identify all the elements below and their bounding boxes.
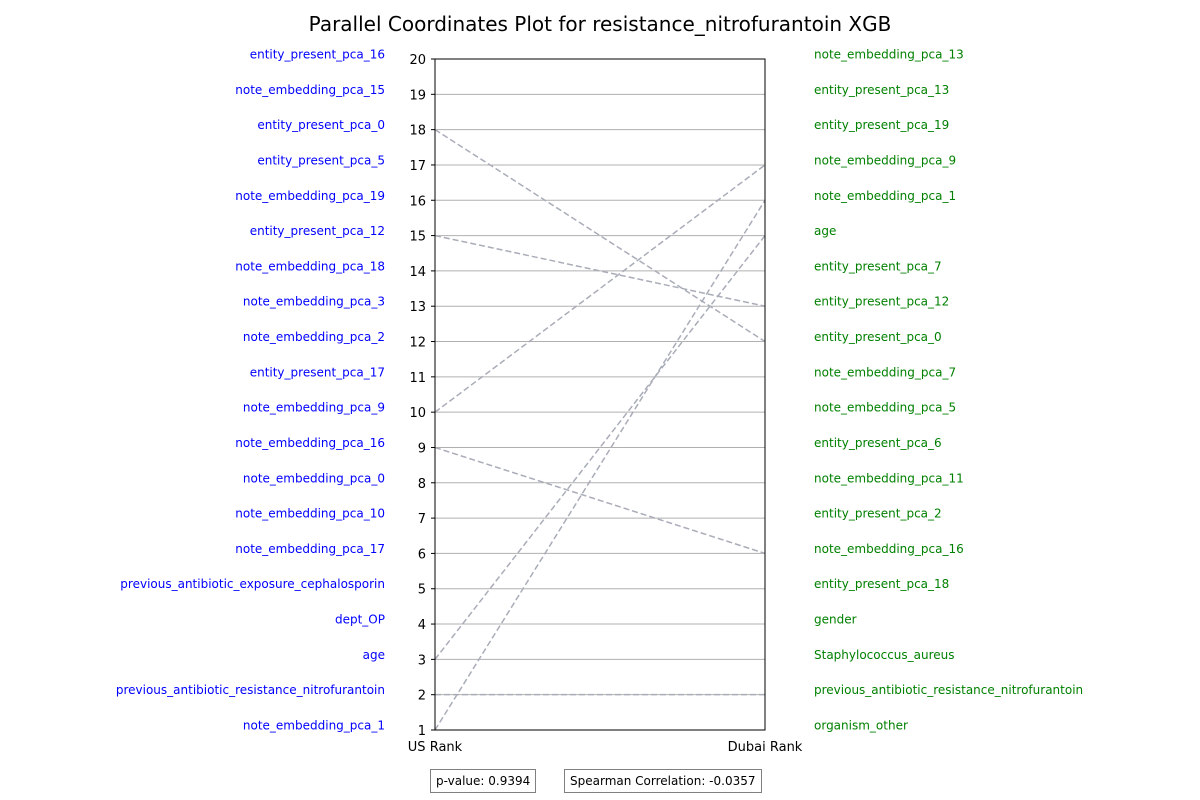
y-tick-label: 2	[418, 689, 426, 704]
dubai-feature-label: entity_present_pca_12	[814, 295, 949, 309]
us-feature-label: entity_present_pca_5	[257, 153, 385, 167]
us-feature-label: note_embedding_pca_19	[235, 189, 385, 203]
y-tick-label: 12	[409, 336, 426, 351]
dubai-feature-label: note_embedding_pca_11	[814, 471, 964, 485]
y-tick-label: 16	[409, 194, 426, 209]
y-tick-label: 8	[418, 477, 426, 492]
us-feature-label: entity_present_pca_0	[257, 118, 385, 132]
dubai-feature-label: entity_present_pca_7	[814, 259, 942, 273]
dubai-feature-label: entity_present_pca_2	[814, 507, 942, 521]
us-feature-label: previous_antibiotic_resistance_nitrofura…	[116, 683, 385, 697]
dubai-feature-label: previous_antibiotic_resistance_nitrofura…	[814, 683, 1083, 697]
rank-change-line	[434, 164, 766, 413]
y-tick-label: 9	[418, 441, 426, 456]
us-feature-label: entity_present_pca_16	[250, 48, 385, 62]
us-feature-label: note_embedding_pca_17	[235, 542, 385, 556]
grid-lines	[435, 58, 765, 731]
plot-frame	[434, 58, 766, 731]
rank-change-line	[434, 199, 766, 731]
dubai-feature-label: age	[814, 224, 836, 238]
rank-change-line	[434, 129, 766, 343]
axis-label-dubai-rank: Dubai Rank	[728, 740, 803, 755]
rank-lines	[434, 129, 766, 731]
y-tick-label: 20	[409, 53, 426, 68]
dubai-feature-label: gender	[814, 613, 857, 627]
dubai-feature-label: note_embedding_pca_16	[814, 542, 964, 556]
dubai-feature-label: note_embedding_pca_13	[814, 48, 964, 62]
us-feature-label: note_embedding_pca_16	[235, 436, 385, 450]
chart-title: Parallel Coordinates Plot for resistance…	[309, 12, 892, 36]
y-tick-label: 17	[409, 159, 426, 174]
dubai-feature-label: note_embedding_pca_9	[814, 153, 956, 167]
us-feature-label: note_embedding_pca_10	[235, 507, 385, 521]
spearman-correlation-box: Spearman Correlation: -0.0357	[564, 769, 762, 793]
us-feature-label: note_embedding_pca_18	[235, 259, 385, 273]
dubai-feature-label: note_embedding_pca_5	[814, 401, 956, 415]
us-feature-label: note_embedding_pca_1	[243, 719, 385, 733]
y-tick-label: 7	[418, 512, 426, 527]
y-tick-label: 5	[418, 583, 426, 598]
dubai-feature-label: entity_present_pca_19	[814, 118, 949, 132]
rank-change-line	[434, 446, 766, 555]
y-tick-label: 18	[409, 124, 426, 139]
us-feature-label: note_embedding_pca_3	[243, 295, 385, 309]
us-feature-label: age	[363, 648, 385, 662]
us-feature-label: previous_antibiotic_exposure_cephalospor…	[120, 577, 385, 591]
y-tick-label: 10	[409, 406, 426, 421]
y-tick-label: 1	[418, 724, 426, 739]
y-tick-label: 15	[409, 230, 426, 245]
y-tick-label: 4	[418, 618, 426, 633]
p-value-box: p-value: 0.9394	[430, 769, 537, 793]
y-tick-label: 19	[409, 88, 426, 103]
us-feature-label: note_embedding_pca_9	[243, 401, 385, 415]
dubai-feature-label: note_embedding_pca_7	[814, 365, 956, 379]
y-tick-label: 3	[418, 653, 426, 668]
dubai-feature-label: entity_present_pca_6	[814, 436, 942, 450]
dubai-feature-labels: note_embedding_pca_13 entity_present_pca_…	[814, 48, 1083, 733]
dubai-feature-label: entity_present_pca_0	[814, 330, 942, 344]
y-tick-label: 13	[409, 300, 426, 315]
dubai-feature-label: Staphylococcus_aureus	[814, 648, 955, 662]
rank-change-line	[434, 234, 766, 307]
dubai-feature-label: note_embedding_pca_1	[814, 189, 956, 203]
us-feature-label: entity_present_pca_12	[250, 224, 385, 238]
y-tick-label: 11	[409, 371, 426, 386]
us-feature-label: note_embedding_pca_0	[243, 471, 385, 485]
dubai-feature-label: organism_other	[814, 719, 908, 733]
y-tick-label: 6	[418, 547, 426, 562]
dubai-feature-label: entity_present_pca_18	[814, 577, 949, 591]
axis-label-us-rank: US Rank	[408, 740, 463, 755]
us-feature-label: entity_present_pca_17	[250, 365, 385, 379]
us-feature-label: note_embedding_pca_2	[243, 330, 385, 344]
us-feature-labels: entity_present_pca_16 note_embedding_pca_…	[116, 48, 385, 733]
y-tick-label: 14	[409, 265, 426, 280]
us-feature-label: note_embedding_pca_15	[235, 83, 385, 97]
us-feature-label: dept_OP	[335, 613, 385, 627]
dubai-feature-label: entity_present_pca_13	[814, 83, 949, 97]
